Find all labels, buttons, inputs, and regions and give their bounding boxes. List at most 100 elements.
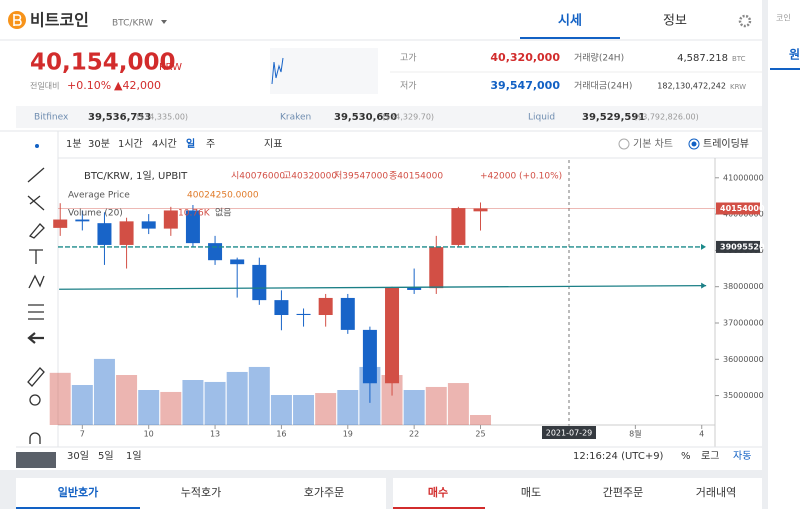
stat-value: 40,320,000 [490, 51, 560, 64]
stat-value: 182,130,472,242 [657, 82, 726, 91]
volume-bar [182, 380, 204, 425]
tool-line[interactable] [27, 167, 45, 183]
stat-value: 39,547,000 [490, 79, 560, 92]
range-button[interactable]: 5일 [98, 450, 114, 462]
candle-body [318, 297, 333, 316]
x-tick-label: 4 [699, 430, 704, 439]
volume-bar [403, 390, 425, 425]
candle-body [97, 223, 112, 245]
interval-button[interactable]: 일 [186, 137, 195, 150]
tab-underline [16, 507, 140, 509]
order-tab[interactable]: 일반호가 [58, 485, 98, 499]
x-tick-label: 22 [409, 430, 419, 439]
trade-panel [393, 478, 762, 509]
tool-brush[interactable] [28, 223, 45, 239]
y-tick-label: 36000000 [723, 355, 764, 364]
tab[interactable]: 정보 [663, 14, 687, 29]
trade-tab[interactable]: 거래내역 [696, 486, 736, 499]
y-tick-label: 35000000 [723, 391, 764, 400]
coin-icon-mark [13, 14, 22, 26]
tool-lock[interactable] [16, 452, 56, 468]
order-tab[interactable]: 누적호가 [181, 486, 221, 499]
volume-bar [425, 386, 447, 425]
tool-text[interactable] [29, 249, 43, 264]
price-badge-label: 40154000 [720, 204, 765, 213]
range-button[interactable]: 30일 [67, 450, 89, 462]
change-rate: +0.10% [67, 79, 111, 92]
volume-bar [293, 395, 315, 425]
volume-bar [226, 371, 248, 425]
candle-body [340, 297, 355, 330]
sidebar-tab[interactable]: 원 [789, 48, 800, 62]
order-tab[interactable]: 호가주문 [304, 486, 344, 499]
radio[interactable] [618, 138, 630, 150]
tool-zoom[interactable] [29, 394, 41, 406]
sidebar [768, 0, 800, 509]
volume-bar [71, 385, 93, 425]
order-panel [16, 478, 386, 509]
settings[interactable] [738, 14, 752, 28]
interval-button[interactable]: 4시간 [152, 138, 177, 150]
tab[interactable]: 시세 [558, 14, 582, 29]
interval-button[interactable]: 30분 [88, 138, 110, 150]
current-price: 40,154,000 [30, 50, 176, 76]
dropdown[interactable] [161, 20, 167, 24]
pair: BTC/KRW [112, 19, 153, 29]
x-tick-label: 25 [475, 430, 485, 439]
interval-button[interactable]: 주 [206, 139, 215, 150]
exchange-usd: ($34,329.70) [382, 113, 434, 122]
volume-bar [160, 391, 182, 425]
chart-mode[interactable]: 트레이딩뷰 [703, 138, 749, 150]
radio-dot [691, 141, 697, 147]
y-tick-label: 38000000 [723, 282, 764, 291]
volume-bar [49, 372, 71, 425]
tool-pattern[interactable] [28, 274, 45, 289]
cursor-tool[interactable] [35, 144, 39, 148]
scale-button[interactable]: 자동 [733, 450, 751, 462]
tab-underline [520, 37, 620, 39]
sidebar-title: 코인 [776, 13, 791, 23]
chart-mode[interactable]: 기본 차트 [633, 138, 673, 150]
candle-body [230, 259, 245, 265]
stat-label: 거래량(24H) [574, 52, 624, 64]
exchange-price: 39,536,753 [88, 112, 151, 123]
exchange-price: 39,529,591 [582, 112, 645, 123]
ohlc-change: +42000 (+0.10%) [480, 172, 562, 182]
tool-magnet[interactable] [29, 432, 41, 444]
interval-button[interactable]: 1시간 [118, 138, 143, 150]
trend-arrow [701, 282, 707, 289]
indicator-value: 40024250.0000 [187, 191, 259, 201]
tool-prediction[interactable] [28, 304, 44, 320]
candle-body [53, 219, 68, 228]
scale-button[interactable]: % [681, 451, 691, 462]
indicator-button[interactable]: 지표 [264, 138, 282, 150]
ohlc-value: 저39547000 [334, 171, 388, 182]
tool-ruler[interactable] [27, 367, 45, 387]
trade-tab[interactable]: 매도 [521, 486, 541, 499]
tool-fib[interactable] [27, 195, 45, 211]
candle-body [119, 221, 134, 245]
indicator-value: 10.76K [178, 209, 211, 219]
range-button[interactable]: 1일 [126, 450, 142, 462]
volume-bar [93, 358, 115, 425]
stat-label: 거래대금(24H) [574, 81, 632, 92]
candle-body [473, 208, 488, 212]
ohlc-value: 고40320000 [283, 172, 337, 182]
exchange-bar [16, 106, 762, 128]
volume-bar [315, 393, 337, 425]
stat-value: 4,587.218 [677, 53, 728, 64]
exchange-usd: ($34,335.00) [136, 113, 188, 122]
exchange-name: Liquid [528, 113, 555, 123]
interval-button[interactable]: 1분 [66, 138, 82, 150]
radio[interactable] [688, 138, 700, 150]
x-tick-label: 16 [276, 430, 286, 439]
trade-tab[interactable]: 간편주문 [603, 486, 643, 499]
candle-body [429, 247, 444, 289]
scale-button[interactable]: 로그 [701, 451, 719, 462]
exchange-name: Kraken [280, 113, 311, 123]
tool-back[interactable] [27, 332, 44, 344]
volume-bar [248, 366, 270, 425]
trade-tab[interactable]: 매수 [428, 485, 448, 499]
clock: 12:16:24 (UTC+9) [573, 451, 664, 462]
